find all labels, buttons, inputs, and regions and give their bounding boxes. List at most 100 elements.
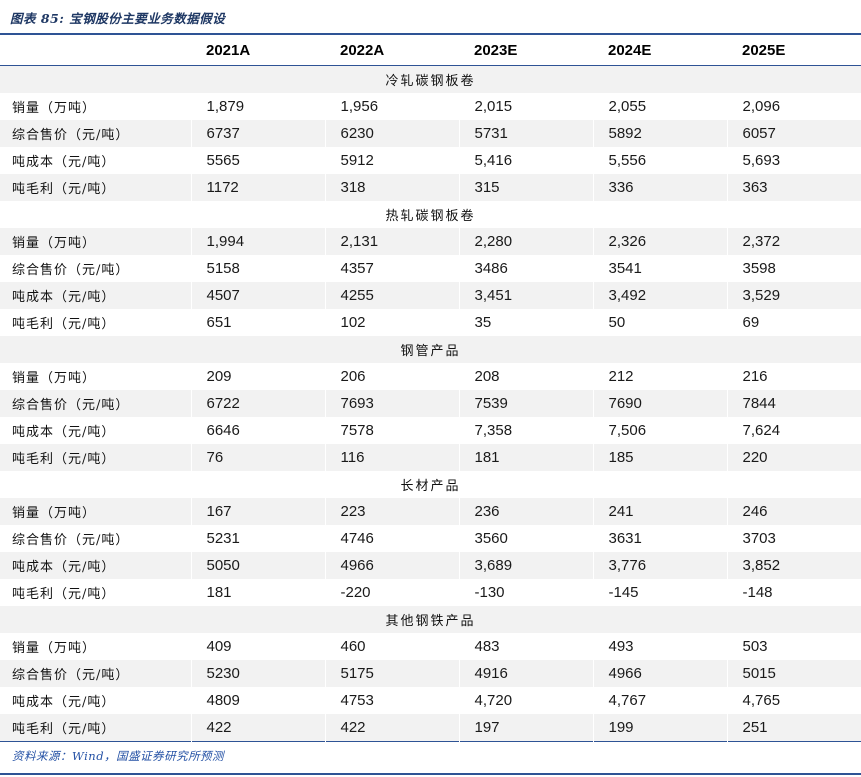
table-row: 吨成本（元/吨） 5565 5912 5,416 5,556 5,693 [0,147,861,174]
page-bottom-divider [0,773,861,775]
row-label: 吨毛利（元/吨） [12,317,116,332]
section-header-row: 热轧碳钢板卷 [0,201,861,228]
column-header-2025E: 2025E [727,34,861,66]
value-cell: 3560 [458,525,593,552]
value-cell: 318 [324,174,459,201]
row-label: 吨成本（元/吨） [12,425,116,440]
row-label: 综合售价（元/吨） [12,533,130,548]
value-cell: 6737 [190,120,325,147]
value-cell: 5,416 [458,147,593,174]
value-cell: 181 [190,579,325,606]
value-cell: 2,280 [458,228,593,255]
value-cell: 3631 [592,525,727,552]
value-cell: 651 [190,309,325,336]
table-row: 综合售价（元/吨） 6737 6230 5731 5892 6057 [0,120,861,147]
table-row: 综合售价（元/吨） 5231 4746 3560 3631 3703 [0,525,861,552]
value-cell: 2,055 [592,93,727,120]
value-cell: 6057 [726,120,861,147]
value-cell: 3486 [458,255,593,282]
source-note: 资料来源：Wind，国盛证券研究所预测 [12,749,225,763]
row-label: 综合售价（元/吨） [12,128,130,143]
column-header-2024E: 2024E [593,34,727,66]
value-cell: 181 [458,444,593,471]
value-cell: 3703 [726,525,861,552]
value-cell: 197 [458,714,593,742]
row-label: 综合售价（元/吨） [12,263,130,278]
row-label: 吨成本（元/吨） [12,155,116,170]
column-header-2023E: 2023E [459,34,593,66]
value-cell: 76 [190,444,325,471]
value-cell: -145 [592,579,727,606]
table-row: 销量（万吨） 409 460 483 493 503 [0,633,861,660]
value-cell: 4966 [324,552,459,579]
value-cell: 5231 [190,525,325,552]
value-cell: 50 [592,309,727,336]
value-cell: -220 [324,579,459,606]
value-cell: 7844 [726,390,861,417]
row-label: 综合售价（元/吨） [12,398,130,413]
section-header-row: 冷轧碳钢板卷 [0,65,861,93]
value-cell: -130 [458,579,593,606]
value-cell: 1172 [190,174,325,201]
value-cell: 422 [190,714,325,742]
section-title: 长材产品 [400,479,461,494]
value-cell: 4,720 [458,687,593,714]
value-cell: 3,852 [726,552,861,579]
value-cell: 69 [726,309,861,336]
value-cell: 1,994 [190,228,325,255]
value-cell: 422 [324,714,459,742]
table-row: 销量（万吨） 1,994 2,131 2,280 2,326 2,372 [0,228,861,255]
table-row: 综合售价（元/吨） 5230 5175 4916 4966 5015 [0,660,861,687]
value-cell: 167 [190,498,325,525]
row-label: 吨毛利（元/吨） [12,182,116,197]
row-label: 吨成本（元/吨） [12,695,116,710]
table-row: 销量（万吨） 167 223 236 241 246 [0,498,861,525]
value-cell: 4809 [190,687,325,714]
row-label: 销量（万吨） [12,641,97,656]
value-cell: 2,372 [726,228,861,255]
section-title: 其他钢铁产品 [385,614,476,629]
row-label: 销量（万吨） [12,101,97,116]
value-cell: 5015 [726,660,861,687]
value-cell: 5892 [592,120,727,147]
value-cell: 7,358 [458,417,593,444]
value-cell: 4,765 [726,687,861,714]
value-cell: 5158 [190,255,325,282]
value-cell: 493 [592,633,727,660]
value-cell: 7693 [324,390,459,417]
value-cell: 7690 [592,390,727,417]
value-cell: 3,451 [458,282,593,309]
row-label: 吨成本（元/吨） [12,560,116,575]
value-cell: 4753 [324,687,459,714]
value-cell: 185 [592,444,727,471]
table-row: 吨毛利（元/吨） 76 116 181 185 220 [0,444,861,471]
row-label: 销量（万吨） [12,371,97,386]
column-header-2021A: 2021A [191,34,325,66]
value-cell: 206 [324,363,459,390]
value-cell: 216 [726,363,861,390]
value-cell: 2,326 [592,228,727,255]
value-cell: 4507 [190,282,325,309]
value-cell: 363 [726,174,861,201]
value-cell: 2,015 [458,93,593,120]
value-cell: 460 [324,633,459,660]
table-row: 销量（万吨） 209 206 208 212 216 [0,363,861,390]
value-cell: 1,879 [190,93,325,120]
value-cell: 251 [726,714,861,742]
value-cell: 246 [726,498,861,525]
value-cell: 116 [324,444,459,471]
value-cell: 483 [458,633,593,660]
section-header-row: 长材产品 [0,471,861,498]
section-title: 热轧碳钢板卷 [385,209,476,224]
value-cell: 4916 [458,660,593,687]
table-row: 吨毛利（元/吨） 181 -220 -130 -145 -148 [0,579,861,606]
row-label: 吨毛利（元/吨） [12,722,116,737]
value-cell: 5731 [458,120,593,147]
row-label: 销量（万吨） [12,236,97,251]
value-cell: 3,689 [458,552,593,579]
value-cell: 4357 [324,255,459,282]
value-cell: 3,776 [592,552,727,579]
value-cell: 236 [458,498,593,525]
table-row: 吨成本（元/吨） 5050 4966 3,689 3,776 3,852 [0,552,861,579]
value-cell: 315 [458,174,593,201]
